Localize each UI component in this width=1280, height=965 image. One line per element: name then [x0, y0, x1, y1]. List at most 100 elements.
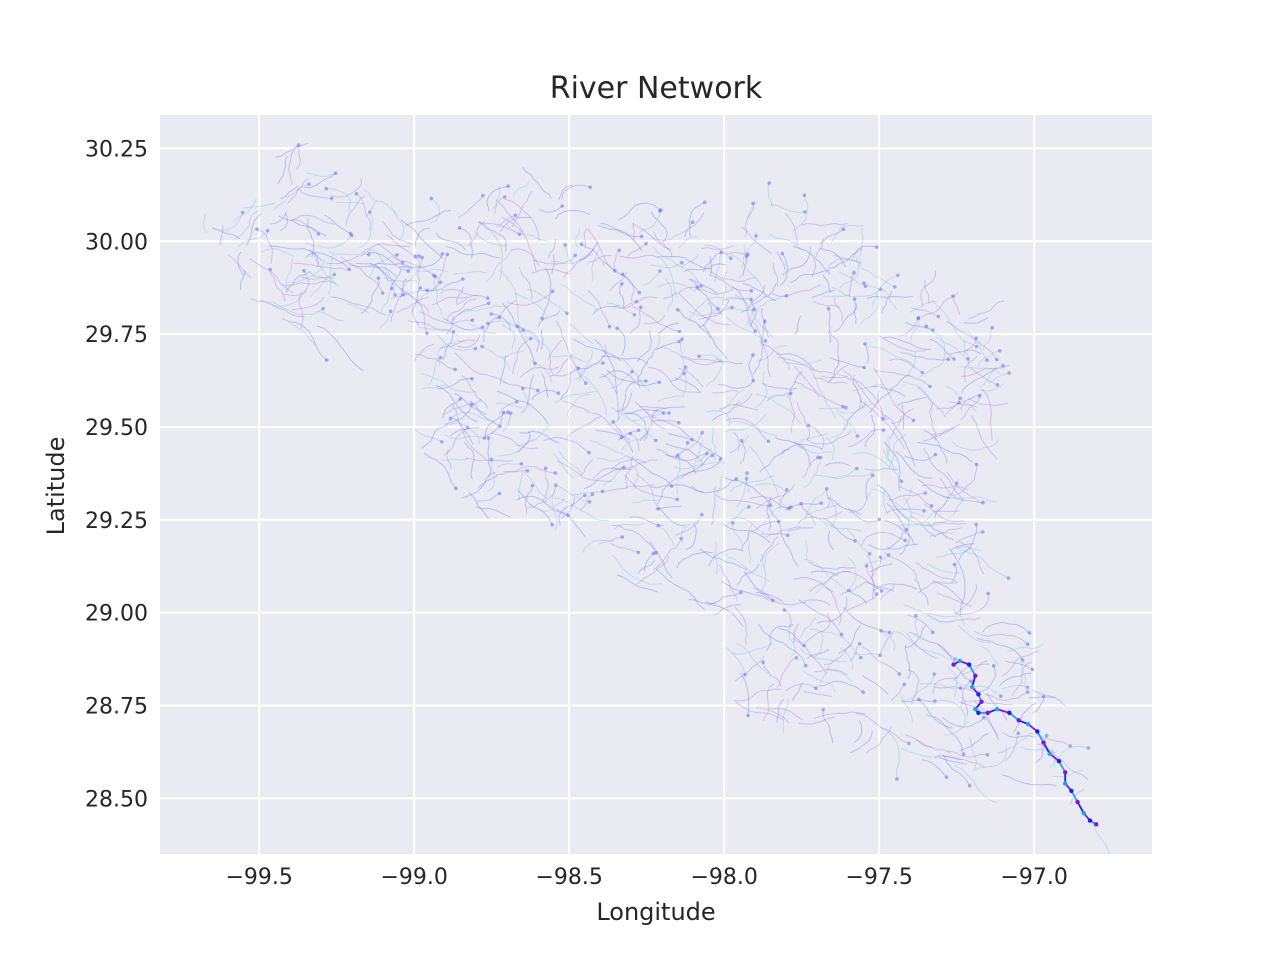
river-segment [644, 314, 666, 325]
river-segment [868, 345, 923, 373]
river-segment [515, 292, 548, 317]
river-node [240, 210, 245, 215]
river-segment [734, 293, 774, 338]
river-segment [421, 418, 452, 449]
river-segment [864, 467, 899, 471]
river-node [785, 488, 789, 492]
river-segment [613, 250, 620, 270]
river-segment [763, 542, 781, 568]
river-node [862, 281, 866, 285]
river-segment [849, 731, 873, 754]
main-channel-node [957, 658, 962, 664]
river-segment [296, 145, 301, 170]
river-node [749, 297, 753, 302]
river-segment [303, 172, 336, 189]
river-segment [804, 612, 831, 644]
river-segment [811, 290, 836, 298]
river-segment [959, 701, 999, 740]
river-segment [905, 644, 911, 680]
river-segment [710, 275, 752, 292]
river-segment [282, 317, 328, 361]
river-segment [496, 199, 524, 233]
river-segment [756, 345, 788, 362]
river-segment [390, 206, 405, 243]
river-node [893, 285, 897, 289]
river-segment [952, 663, 990, 681]
river-segment [789, 270, 831, 284]
river-segment [627, 243, 647, 257]
river-segment [450, 427, 480, 437]
river-segment [699, 548, 748, 571]
river-segment [549, 354, 574, 377]
river-segment [922, 425, 955, 442]
river-segment [884, 551, 918, 580]
river-node [440, 252, 445, 256]
river-segment [519, 430, 560, 444]
river-segment [716, 459, 726, 494]
river-node [870, 473, 875, 478]
river-segment [386, 234, 420, 257]
river-segment [316, 325, 364, 372]
x-axis-ticks: −99.5 −99.0 −98.5 −98.0 −97.5 −97.0 [225, 865, 1067, 890]
river-node [710, 453, 715, 458]
river-segment [906, 351, 916, 376]
river-segment [597, 224, 643, 252]
river-segment [533, 254, 576, 265]
river-node [754, 234, 758, 238]
river-node [803, 210, 807, 214]
river-segment [612, 554, 663, 585]
river-node [1020, 658, 1025, 662]
river-node [675, 453, 680, 458]
river-segment [256, 228, 273, 265]
river-segment [664, 454, 697, 475]
river-segment [291, 218, 319, 235]
river-segment [458, 195, 484, 219]
river-segment [921, 292, 959, 318]
river-node [958, 686, 963, 690]
river-segment [705, 410, 731, 428]
river-node [530, 483, 535, 488]
river-segment [939, 477, 984, 503]
river-segment [947, 750, 988, 758]
river-node [543, 466, 548, 471]
river-segment [916, 561, 958, 583]
river-segment [819, 407, 847, 410]
river-segment [268, 245, 323, 262]
river-segment [583, 228, 587, 249]
river-segment [736, 563, 760, 587]
river-segment [574, 344, 607, 370]
river-node [1006, 576, 1011, 580]
river-segment [428, 357, 442, 386]
river-segment [809, 571, 851, 593]
river-segment [996, 736, 1028, 754]
river-segment [372, 248, 396, 296]
river-segment [784, 212, 798, 245]
plot-area [160, 115, 1152, 854]
river-node [669, 484, 674, 488]
river-node [438, 280, 443, 285]
river-segment [555, 209, 591, 220]
river-segment [282, 281, 328, 286]
river-segment [942, 754, 971, 787]
river-segment [636, 556, 669, 586]
river-node [986, 591, 990, 596]
river-segment [843, 369, 888, 421]
river-node [821, 707, 825, 712]
river-segment [812, 630, 824, 659]
river-segment [736, 478, 747, 508]
river-node [656, 523, 660, 528]
river-segment [657, 256, 712, 270]
river-segment [551, 254, 556, 275]
river-segment [815, 238, 824, 258]
river-segment [693, 439, 704, 469]
river-node [936, 314, 941, 319]
river-segment [884, 414, 916, 467]
river-segment [618, 202, 662, 221]
main-channel-node [1063, 781, 1068, 786]
river-segment [632, 499, 659, 504]
river-segment [291, 296, 325, 311]
river-segment [923, 503, 964, 523]
river-node [816, 455, 820, 460]
river-segment [753, 587, 806, 606]
river-segment [516, 495, 569, 516]
